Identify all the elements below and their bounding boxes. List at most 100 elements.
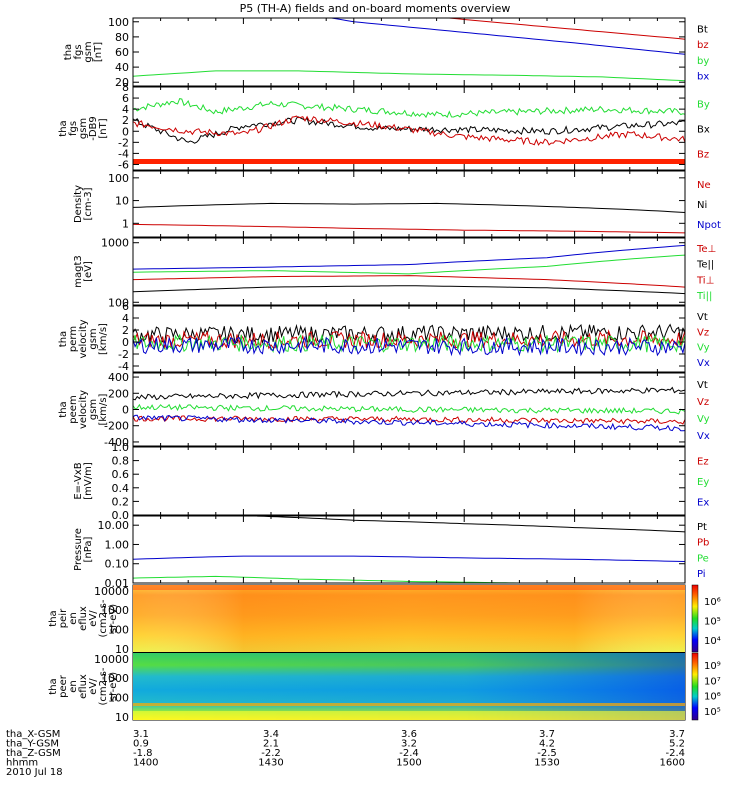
peem_velocity-legend-vt: Vt	[697, 380, 708, 391]
ephemeris-value: 3.1	[133, 729, 149, 740]
svg-text:gsm: gsm	[83, 41, 94, 62]
pressure-ytick: 1.00	[105, 538, 130, 551]
svg-text:Density: Density	[73, 185, 84, 223]
svg-text:[eV]: [eV]	[83, 261, 94, 282]
peer_spectrogram-colorbar-label: 10⁷	[704, 676, 721, 687]
fgs_db-ytick: 8	[122, 81, 129, 94]
fgs_mag-series-bz	[444, 18, 685, 40]
ephemeris-value: 1600	[660, 758, 685, 769]
ephemeris-label: tha_Z-GSM	[6, 748, 61, 759]
svg-text:peem: peem	[68, 395, 79, 423]
svg-text:peer: peer	[58, 674, 69, 698]
ephemeris-label: tha_Y-GSM	[6, 739, 59, 750]
svg-text:velocity: velocity	[78, 319, 89, 358]
svg-text:-DB9: -DB9	[88, 116, 99, 141]
svg-text:[km/s]: [km/s]	[98, 323, 109, 355]
density-ylabel: Density [cm-3]	[73, 185, 94, 223]
fgs-flag-bar	[133, 159, 685, 164]
pressure-legend-pt: Pt	[697, 522, 707, 533]
svg-text:tha: tha	[58, 401, 69, 417]
efield-ytick: 0.4	[112, 482, 130, 495]
fgs_db-ytick: 4	[122, 103, 129, 116]
density-legend-ni: Ni	[697, 200, 707, 211]
svg-text:eflux: eflux	[78, 606, 89, 631]
density-ytick: 1	[122, 217, 129, 230]
ephemeris-value: 3.7	[669, 729, 685, 740]
svg-text:[km/s]: [km/s]	[98, 393, 109, 425]
ephemeris-value: 1430	[258, 758, 283, 769]
peem_velocity-legend-vy: Vy	[697, 414, 710, 425]
peem_velocity-series-vy	[133, 403, 685, 415]
pressure-series-pt	[257, 516, 685, 533]
peer_spectrogram-colorbar-label: 10⁹	[704, 661, 721, 672]
temperature-panel: 1000 100 magt3 [eV] Te⊥ Te|| Ti⊥ Ti||	[73, 237, 716, 310]
svg-text:gsm: gsm	[78, 118, 89, 139]
svg-text:eV/: eV/	[88, 610, 99, 627]
svg-text:perm: perm	[68, 326, 79, 352]
svg-text:(cm2-s-: (cm2-s-	[98, 667, 109, 705]
svg-text:gsm: gsm	[88, 328, 99, 349]
fgs_db-series-by	[133, 98, 685, 119]
ion-spectrogram-image	[133, 585, 685, 652]
peem_velocity-legend-vz: Vz	[697, 397, 709, 408]
perm_velocity-legend-vz: Vz	[697, 327, 709, 338]
ephemeris-value: 0.9	[133, 739, 149, 750]
peer_spectrogram-ylabel: tha peer en eflux eV/(cm2-s-sr-eV)	[48, 667, 119, 705]
ephemeris-value: 3.7	[539, 729, 555, 740]
peir_spectrogram-ytick: 100	[108, 624, 129, 637]
svg-text:fgs: fgs	[73, 44, 84, 59]
peem_velocity-ytick: -400	[104, 436, 129, 449]
ephemeris-value: 3.4	[263, 729, 279, 740]
svg-text:Pressure: Pressure	[73, 528, 84, 571]
pressure-legend-pi: Pi	[697, 569, 706, 580]
density-ytick: 100	[108, 172, 129, 185]
perm_velocity-legend-vy: Vy	[697, 343, 710, 354]
fgs_db-series-bz	[133, 115, 685, 146]
peem_velocity-ytick: 200	[108, 387, 129, 400]
svg-text:gsm: gsm	[88, 399, 99, 420]
ephemeris-label: tha_X-GSM	[6, 729, 60, 740]
fgs_mag-legend-bt: Bt	[697, 24, 708, 35]
svg-text:[nT]: [nT]	[98, 118, 109, 138]
ephemeris-value: -2.4	[665, 748, 685, 759]
perm_velocity-series-vz	[133, 329, 685, 350]
efield-ytick: 0.6	[112, 468, 130, 481]
ephemeris-value: -1.8	[133, 748, 153, 759]
temperature-series-te	[133, 244, 685, 270]
svg-text:fgs: fgs	[68, 121, 79, 136]
fgs_db-ytick: -6	[118, 158, 129, 171]
ion-colorbar	[691, 584, 699, 653]
svg-text:velocity: velocity	[78, 390, 89, 429]
figure-title: P5 (TH-A) fields and on-board moments ov…	[240, 2, 511, 15]
ephemeris-value: 5.2	[669, 739, 685, 750]
density-series-ne	[133, 223, 685, 234]
peir_spectrogram-ylabel: tha peir en eflux eV/(cm2-s-sr-eV)	[48, 599, 119, 637]
svg-text:(cm2-s-: (cm2-s-	[98, 599, 109, 637]
svg-text:sr-eV): sr-eV)	[108, 604, 119, 633]
peer_spectrogram-ytick: 100	[108, 692, 129, 705]
svg-text:sr-eV): sr-eV)	[108, 672, 119, 701]
fgs_db-ytick: -2	[118, 136, 129, 149]
efield-legend-ex: Ex	[697, 498, 709, 509]
peem_velocity-series-vx	[133, 414, 685, 432]
temperature-ylabel: magt3 [eV]	[73, 255, 94, 288]
pressure-ylabel: Pressure [nPa]	[73, 528, 94, 571]
pressure-ytick: 10.00	[98, 519, 130, 532]
ephemeris-value: -2.5	[537, 748, 557, 759]
temperature-series-ti	[133, 285, 685, 295]
pressure-panel: 10.00 1.00 0.10 0.01 Pressure [nPa] Pt Pb Pe Pi	[73, 515, 709, 590]
svg-text:tha: tha	[48, 610, 59, 626]
fgs_mag-ytick: 20	[115, 76, 129, 89]
peem_velocity-legend-vx: Vx	[697, 431, 710, 442]
perm_velocity-legend-vt: Vt	[697, 312, 708, 323]
ephemeris-value: 1530	[534, 758, 559, 769]
svg-text:peir: peir	[58, 608, 69, 628]
svg-text:tha: tha	[63, 44, 74, 60]
fgs_db-legend-by: By	[697, 99, 710, 110]
pressure-legend-pb: Pb	[697, 538, 709, 549]
peir_spectrogram-colorbar-label: 10⁶	[704, 597, 721, 608]
pressure-ytick: 0.10	[105, 558, 130, 571]
pressure-ytick: 0.01	[105, 577, 130, 590]
